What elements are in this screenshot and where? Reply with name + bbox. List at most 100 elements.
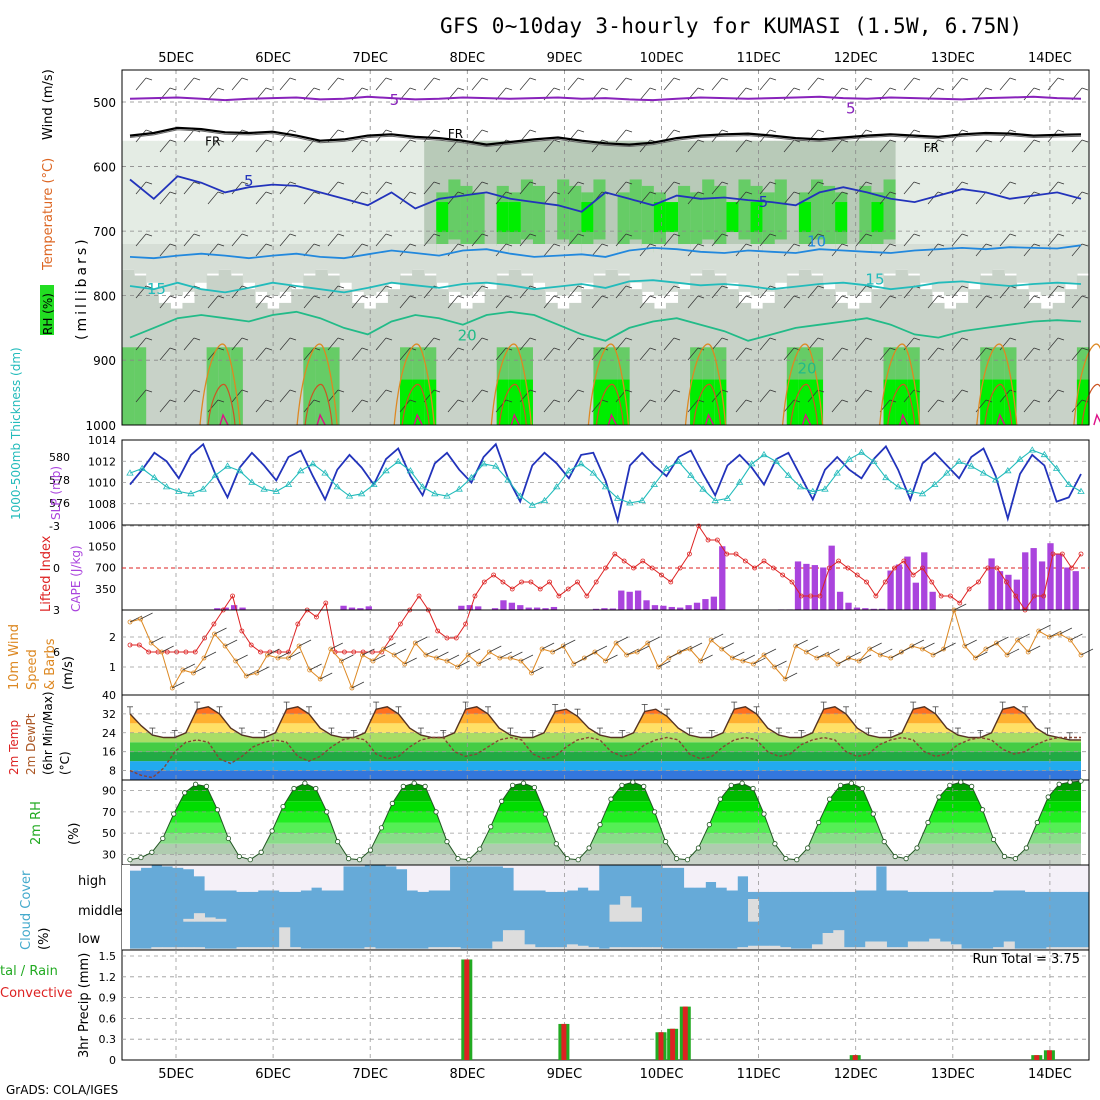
wind-speed-marker (296, 643, 302, 649)
temp-contour-freezing-shadow (129, 129, 1082, 148)
rh-marker (1067, 779, 1073, 785)
wind-barb (687, 295, 699, 309)
wind-barb-flag (289, 233, 297, 237)
rh-shade-middle-band (387, 244, 401, 283)
rh-marker (969, 783, 975, 789)
wind-speed-marker (687, 646, 693, 652)
thickness-marker (760, 450, 768, 458)
rh-shade-middle-band (460, 244, 474, 296)
rh-shade-mid (424, 140, 437, 245)
wind-barb-flag (865, 77, 873, 81)
wind-speed-marker (138, 616, 143, 622)
wind-barb (806, 645, 819, 653)
wind-barb-flag (385, 285, 393, 289)
cloud-high-clear (534, 865, 546, 891)
temp-band (130, 732, 1081, 743)
li-marker (621, 558, 627, 564)
cloud-low-bar (865, 941, 877, 950)
wind-barb-flag (337, 285, 345, 289)
wind-barb-flag (457, 191, 465, 195)
thickness-marker (1016, 455, 1024, 462)
li-marker (183, 649, 189, 655)
wind-barb-flag (961, 337, 969, 341)
thickness-marker (357, 490, 366, 497)
wind-barb (351, 243, 363, 257)
wind-barb-flag (169, 87, 177, 91)
li-marker (258, 649, 263, 655)
rh-shade-lower (665, 302, 679, 425)
cloud-high-clear (726, 865, 738, 891)
wind-barb (927, 295, 939, 309)
rh-shade-mid-moist (520, 179, 534, 240)
wind-barb-flag (601, 87, 609, 91)
rh-shade-mid-saturated (750, 202, 764, 233)
wind-barb-flag (241, 389, 249, 393)
cloud-low-bar (161, 947, 174, 950)
rh-shade-middle-band (170, 244, 184, 296)
wind-barb (471, 389, 483, 403)
precip-tick-label: 1.2 (99, 971, 117, 984)
li-marker (230, 593, 235, 599)
wind-barb-flag (913, 233, 921, 237)
rh-marker (160, 835, 166, 842)
wind-barb (567, 181, 579, 195)
wind-barb-flag (625, 77, 633, 81)
rh-shade-lower (557, 308, 570, 425)
rh-shade-lower (968, 289, 981, 425)
thickness-marker (930, 480, 939, 487)
rh-shade-middle-band (653, 244, 667, 296)
rh-shade-lower (641, 302, 655, 425)
wind-barb (687, 139, 699, 153)
rh-shade-middle-band (907, 244, 921, 274)
wind-barb-flag (361, 295, 369, 299)
temp-contour-30 (401, 383, 430, 426)
wind-barb (567, 285, 579, 299)
li-marker (1059, 551, 1065, 557)
rh-marker (192, 781, 199, 787)
rh-marker (531, 784, 538, 791)
rh-shade-lower-moist (122, 347, 135, 425)
wind-barb (541, 642, 555, 650)
wind-barb (855, 389, 867, 403)
rh-tick-label: 70 (102, 806, 116, 819)
thickness-marker (406, 467, 415, 474)
thickness-marker (443, 492, 451, 499)
wind-speed-marker (888, 655, 894, 661)
rh-marker (127, 857, 133, 863)
wind-barb-flag (289, 389, 297, 393)
wind-barb (711, 633, 724, 641)
wind-barb-flag (769, 233, 777, 237)
rh-shade-middle-band (291, 244, 304, 283)
li-marker (463, 621, 469, 627)
wind-barb (303, 347, 315, 361)
wind-barb-flag (1033, 347, 1041, 351)
rh-axis-label: (%) (67, 823, 82, 846)
rh-shade-mid-moist (617, 192, 631, 253)
cloud-low-bar (566, 944, 578, 950)
wind-barb-flag (913, 129, 921, 133)
wind-barb-flag (985, 87, 993, 91)
wind-barb-flag (745, 347, 753, 351)
wind-barb-flag (865, 181, 873, 185)
cape-bar (357, 608, 364, 610)
wind-barb (415, 636, 428, 644)
wind-barb-flag (361, 347, 369, 351)
wind-barb (975, 347, 987, 361)
run-total-label: Run Total = 3.75 (972, 952, 1080, 967)
wind-barb (1023, 191, 1035, 205)
wind-speed-marker (1025, 649, 1031, 655)
precip-tick-label: 0.6 (99, 1012, 117, 1025)
rh-band (130, 833, 1081, 844)
bottom-date-label: 12DEC (834, 1067, 878, 1082)
cape-bar (887, 570, 894, 610)
rh-shade-lower (279, 302, 292, 425)
thickness-marker (857, 448, 866, 455)
wind-barb (807, 181, 819, 195)
temp-contour-35 (1093, 413, 1100, 426)
wind-barb-flag (649, 399, 657, 403)
wind-barb-flag (817, 233, 825, 237)
top-date-label: 14DEC (1028, 51, 1072, 66)
rh-shade-middle-band (303, 244, 316, 274)
top-date-label: 6DEC (255, 51, 291, 66)
wind-barb-flag (697, 87, 705, 91)
